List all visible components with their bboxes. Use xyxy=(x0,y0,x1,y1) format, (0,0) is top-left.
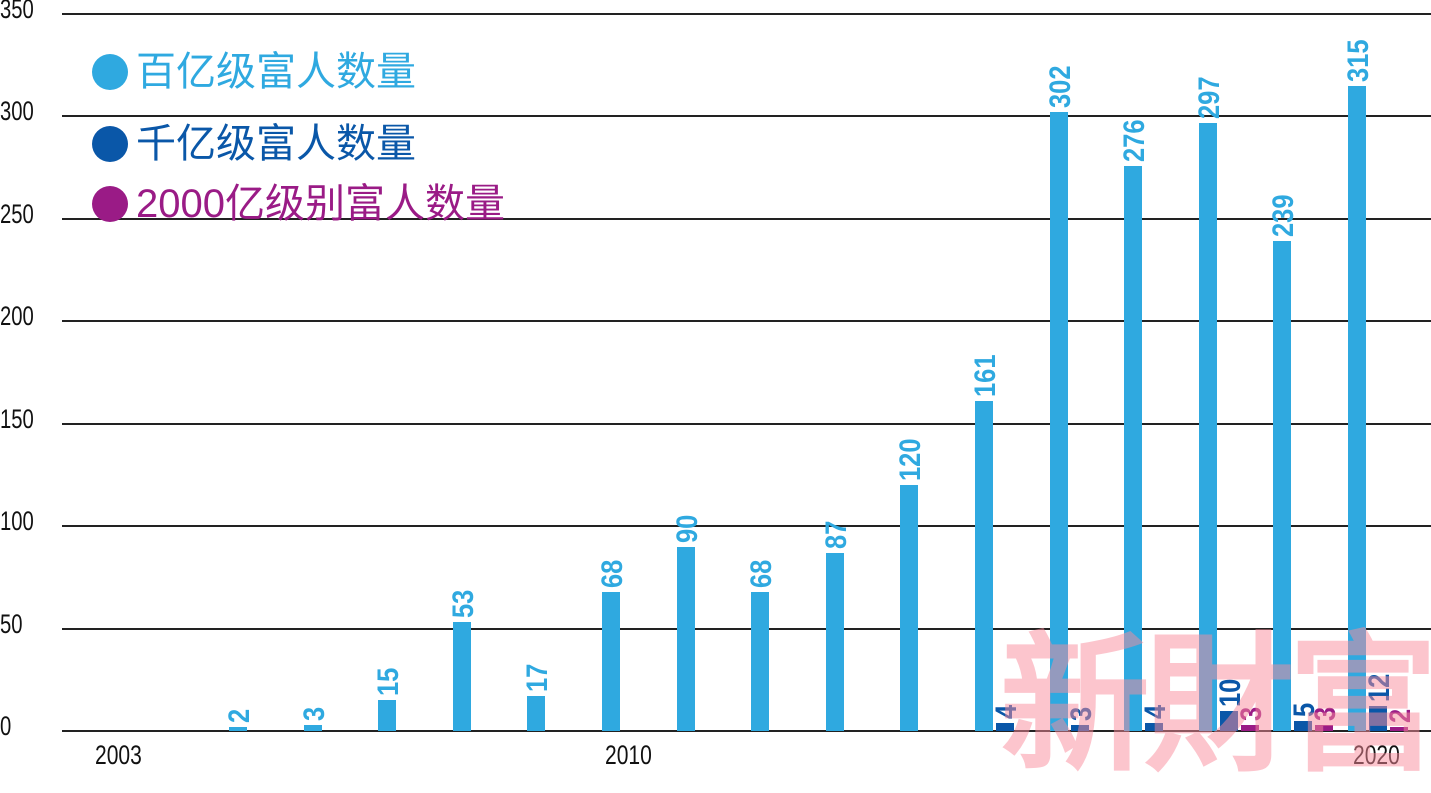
bar-value-label: 239 xyxy=(1267,194,1301,238)
bar xyxy=(1369,706,1387,731)
bar xyxy=(996,722,1014,731)
bar-value-label: 15 xyxy=(372,667,406,697)
bar xyxy=(1240,724,1259,731)
bar-value-label: 12 xyxy=(1363,674,1396,703)
y-tick-label: 100 xyxy=(0,506,34,537)
bar-value-label: 3 xyxy=(297,706,331,721)
legend-item-two-trillion: 2000亿级别富人数量 xyxy=(92,182,505,226)
bar-value-label: 3 xyxy=(1309,706,1343,721)
y-tick-label: 350 xyxy=(0,0,34,24)
bar-value-label: 4 xyxy=(1139,704,1173,719)
bar-value-label: 315 xyxy=(1342,39,1375,82)
bar xyxy=(527,696,546,731)
bar xyxy=(1124,165,1143,731)
bar xyxy=(751,591,770,731)
x-tick-label: 2010 xyxy=(605,740,652,770)
bar xyxy=(1315,724,1334,731)
bar-value-label: 3 xyxy=(1064,706,1098,721)
gridline xyxy=(62,525,1431,528)
bar xyxy=(303,724,322,731)
bar-value-label: 90 xyxy=(670,514,704,543)
legend-item-trillion: 千亿级富人数量 xyxy=(92,122,416,166)
bar-value-label: 53 xyxy=(446,590,480,619)
bar xyxy=(975,401,993,731)
bar xyxy=(229,726,247,731)
bar xyxy=(1198,122,1217,731)
gridline xyxy=(62,320,1431,323)
x-tick-label: 2020 xyxy=(1353,740,1400,770)
bar-value-label: 87 xyxy=(819,520,853,549)
bar-value-label: 276 xyxy=(1118,119,1152,162)
bar-value-label: 2 xyxy=(223,708,256,723)
bar-value-label: 4 xyxy=(990,704,1023,719)
bar-value-label: 161 xyxy=(969,354,1002,398)
bar-value-label: 302 xyxy=(1043,65,1077,109)
bar xyxy=(1049,112,1068,731)
legend-label: 2000亿级别富人数量 xyxy=(136,182,505,226)
legend-dot-icon xyxy=(92,54,128,90)
bar-value-label: 2 xyxy=(1384,708,1417,723)
gridline xyxy=(62,627,1431,630)
x-tick-label: 2003 xyxy=(95,740,142,770)
bar-value-label: 68 xyxy=(745,559,779,588)
y-tick-label: 200 xyxy=(0,301,34,332)
gridline xyxy=(62,422,1431,425)
bar-chart: 0 50 100 150 200 250 300 350 2003 2010 2020 2 3 15 53 1… xyxy=(0,0,1431,770)
bar xyxy=(1390,726,1408,731)
legend-label: 百亿级富人数量 xyxy=(136,50,416,94)
y-tick-label: 50 xyxy=(0,608,23,639)
bar xyxy=(1145,722,1164,731)
bar xyxy=(602,591,620,731)
bar xyxy=(825,552,844,731)
bar xyxy=(378,700,397,731)
gridline xyxy=(62,217,1431,220)
bar xyxy=(900,485,919,731)
bar xyxy=(1348,85,1366,731)
bar-value-label: 297 xyxy=(1192,76,1226,119)
bar xyxy=(1219,710,1238,731)
y-tick-label: 300 xyxy=(0,96,34,127)
legend-dot-icon xyxy=(92,186,128,222)
bar-value-label: 17 xyxy=(521,663,555,693)
y-tick-label: 250 xyxy=(0,198,34,229)
legend-label: 千亿级富人数量 xyxy=(136,122,416,166)
gridline xyxy=(62,13,1431,15)
bar xyxy=(1273,241,1292,731)
legend-dot-icon xyxy=(92,126,128,162)
bar-value-label: 10 xyxy=(1213,678,1247,707)
bar-value-label: 3 xyxy=(1234,706,1268,721)
bar xyxy=(452,622,471,731)
bar-value-label: 120 xyxy=(894,438,928,482)
y-tick-label: 0 xyxy=(0,711,12,741)
bar xyxy=(1070,724,1089,731)
y-tick-label: 150 xyxy=(0,403,34,434)
gridline xyxy=(62,115,1431,118)
gridline xyxy=(62,730,1431,732)
bar xyxy=(1294,720,1313,731)
bar xyxy=(676,546,695,731)
legend-item-hundred-billion: 百亿级富人数量 xyxy=(92,50,416,94)
bar-value-label: 68 xyxy=(596,559,629,588)
